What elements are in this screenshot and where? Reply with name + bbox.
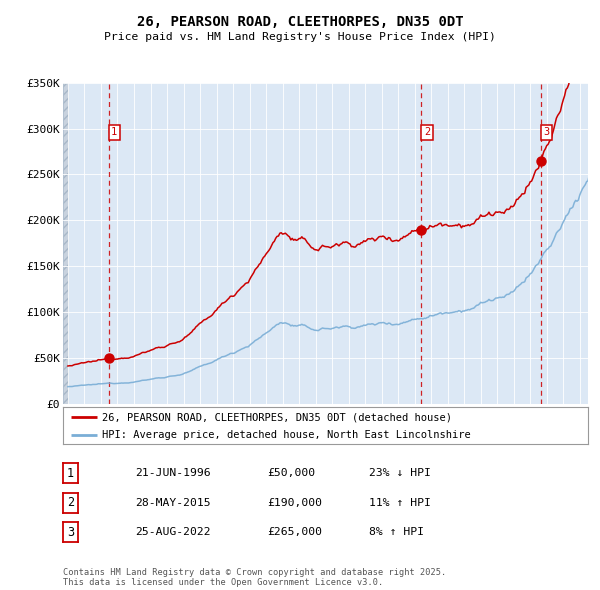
Text: 25-AUG-2022: 25-AUG-2022	[135, 527, 211, 537]
Text: £50,000: £50,000	[267, 468, 315, 478]
Text: 23% ↓ HPI: 23% ↓ HPI	[369, 468, 431, 478]
Text: Contains HM Land Registry data © Crown copyright and database right 2025.
This d: Contains HM Land Registry data © Crown c…	[63, 568, 446, 587]
Text: 8% ↑ HPI: 8% ↑ HPI	[369, 527, 424, 537]
Text: £190,000: £190,000	[267, 498, 322, 507]
Text: HPI: Average price, detached house, North East Lincolnshire: HPI: Average price, detached house, Nort…	[103, 430, 471, 440]
Text: 2: 2	[67, 496, 74, 509]
Text: 3: 3	[67, 526, 74, 539]
Text: Price paid vs. HM Land Registry's House Price Index (HPI): Price paid vs. HM Land Registry's House …	[104, 32, 496, 42]
Text: 2: 2	[424, 127, 430, 137]
Bar	[63, 83, 68, 404]
Text: 1: 1	[67, 467, 74, 480]
Text: 1: 1	[111, 127, 118, 137]
Text: 21-JUN-1996: 21-JUN-1996	[135, 468, 211, 478]
Text: 26, PEARSON ROAD, CLEETHORPES, DN35 0DT (detached house): 26, PEARSON ROAD, CLEETHORPES, DN35 0DT …	[103, 412, 452, 422]
Text: 3: 3	[544, 127, 550, 137]
Text: 28-MAY-2015: 28-MAY-2015	[135, 498, 211, 507]
Text: 26, PEARSON ROAD, CLEETHORPES, DN35 0DT: 26, PEARSON ROAD, CLEETHORPES, DN35 0DT	[137, 15, 463, 29]
Text: 11% ↑ HPI: 11% ↑ HPI	[369, 498, 431, 507]
Text: £265,000: £265,000	[267, 527, 322, 537]
